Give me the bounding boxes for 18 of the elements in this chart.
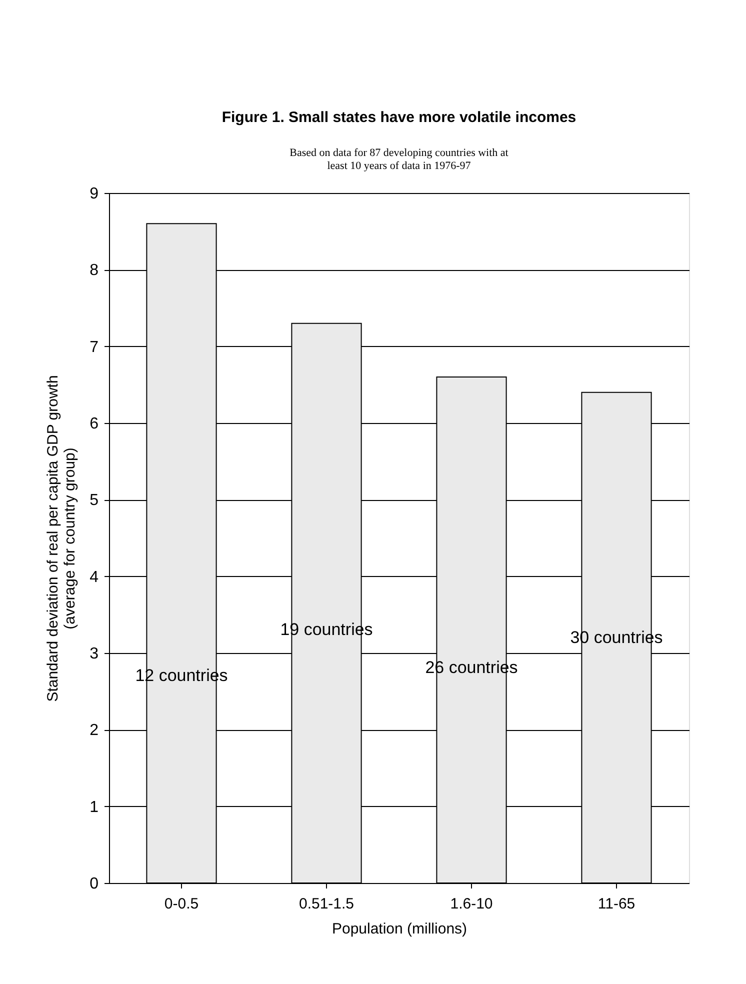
chart-subtitle: Based on data for 87 developing countries with at least 10 years of data in 1976-97 [290,147,508,172]
x-tick-label: 0.51-1.5 [298,896,354,912]
x-tick-label: 0-0.5 [164,896,199,912]
y-tick-label: 9 [90,186,99,202]
x-axis-title: Population (millions) [332,920,468,938]
x-tick-label: 11-65 [598,896,636,912]
y-tick-label: 6 [90,416,99,432]
y-tick-label: 3 [90,646,99,662]
y-axis-title: Standard deviation of real per capita GDP growth (average for country group) [44,375,79,702]
y-tick-label: 0 [90,876,99,892]
y-tick-label: 8 [90,262,99,280]
y-tick-label: 1 [90,798,99,816]
y-tick-label: 7 [90,338,99,356]
x-tick-label: 1.6-10 [450,896,493,912]
y-tick-label: 5 [90,492,99,510]
y-tick-label: 2 [90,722,99,740]
chart-title: Figure 1. Small states have more volatile incomes [222,109,576,126]
y-tick-label: 4 [90,568,99,586]
